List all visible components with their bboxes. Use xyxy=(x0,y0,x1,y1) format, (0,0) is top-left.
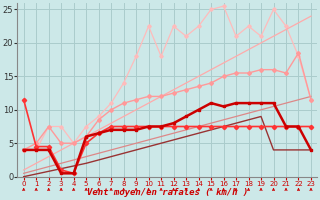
X-axis label: Vent moyen/en rafales ( km/h ): Vent moyen/en rafales ( km/h ) xyxy=(87,188,248,197)
